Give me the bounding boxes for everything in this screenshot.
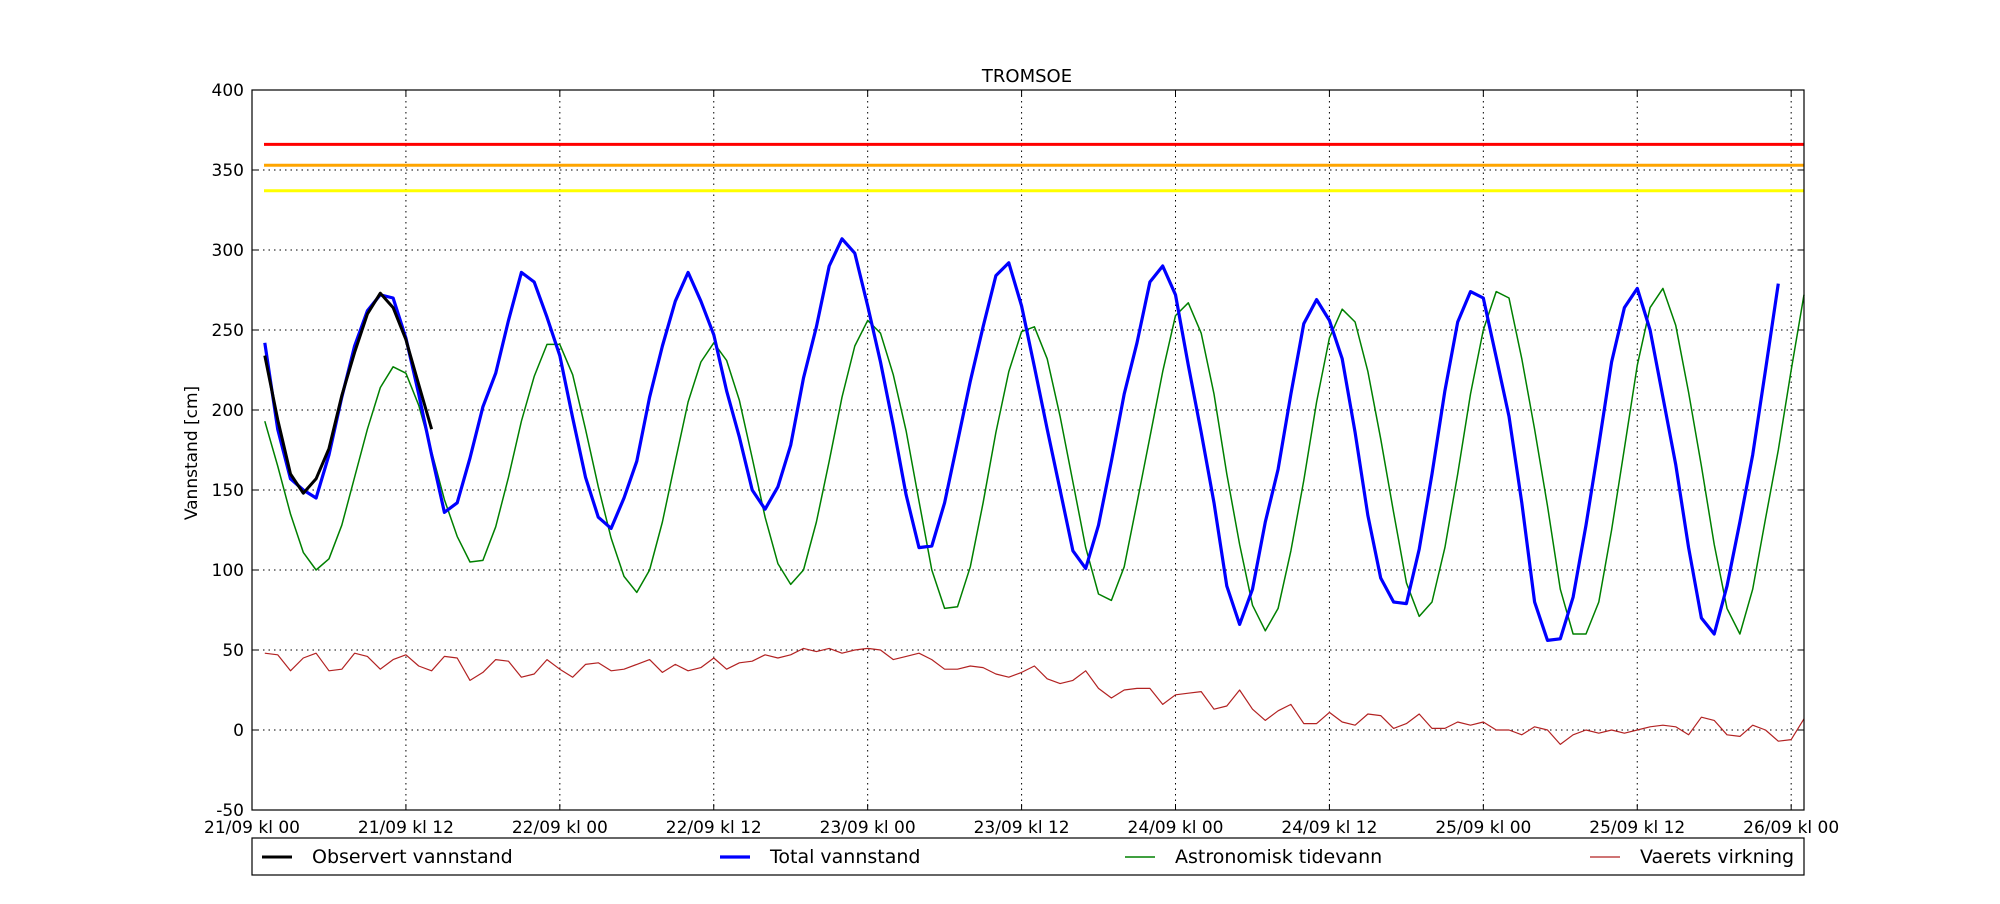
y-tick-label: 200: [212, 401, 244, 421]
plot-frame: [251, 89, 1805, 811]
x-tick-label: 22/09 kl 12: [666, 818, 762, 838]
legend-frame: [251, 837, 1805, 876]
legend-label: Total vannstand: [769, 846, 920, 868]
x-tick-label: 21/09 kl 00: [204, 818, 300, 838]
series-line: [263, 291, 434, 495]
threshold-lines: [264, 142, 1804, 193]
x-tick-label: 21/09 kl 12: [358, 818, 454, 838]
y-tick-label: 0: [233, 721, 244, 741]
y-tick-label: 150: [212, 481, 244, 501]
legend: Observert vannstand Total vannstand Astron…: [251, 837, 1805, 876]
series-lines: [263, 237, 1805, 746]
series-line: [264, 287, 1805, 635]
y-tick-label: 100: [212, 561, 244, 581]
legend-label: Observert vannstand: [312, 846, 513, 868]
x-tick-label: 23/09 kl 00: [820, 818, 916, 838]
x-ticks: 21/09 kl 00 21/09 kl 12 22/09 kl 00 22/09 k…: [204, 90, 1839, 838]
y-axis-label: Vannstand [cm]: [182, 386, 202, 520]
y-tick-label: 350: [212, 161, 244, 181]
grid: [251, 90, 1804, 810]
legend-label: Vaerets virkning: [1640, 846, 1794, 868]
x-tick-label: 24/09 kl 00: [1128, 818, 1224, 838]
series-line: [263, 237, 1780, 643]
y-tick-label: 250: [212, 321, 244, 341]
series-line: [264, 647, 1805, 746]
chart-title: TROMSOE: [981, 66, 1072, 87]
x-tick-label: 23/09 kl 12: [974, 818, 1070, 838]
x-tick-label: 22/09 kl 00: [512, 818, 608, 838]
y-ticks: -50 0 50 100 150 200 250 300 350 400: [212, 81, 1804, 821]
y-tick-label: 50: [222, 641, 244, 661]
x-tick-label: 25/09 kl 00: [1435, 818, 1531, 838]
y-tick-label: -50: [216, 801, 244, 821]
y-tick-label: 400: [212, 81, 244, 101]
x-tick-label: 26/09 kl 00: [1743, 818, 1839, 838]
x-tick-label: 24/09 kl 12: [1281, 818, 1377, 838]
x-tick-label: 25/09 kl 12: [1589, 818, 1685, 838]
legend-label: Astronomisk tidevann: [1175, 846, 1382, 868]
y-tick-label: 300: [212, 241, 244, 261]
